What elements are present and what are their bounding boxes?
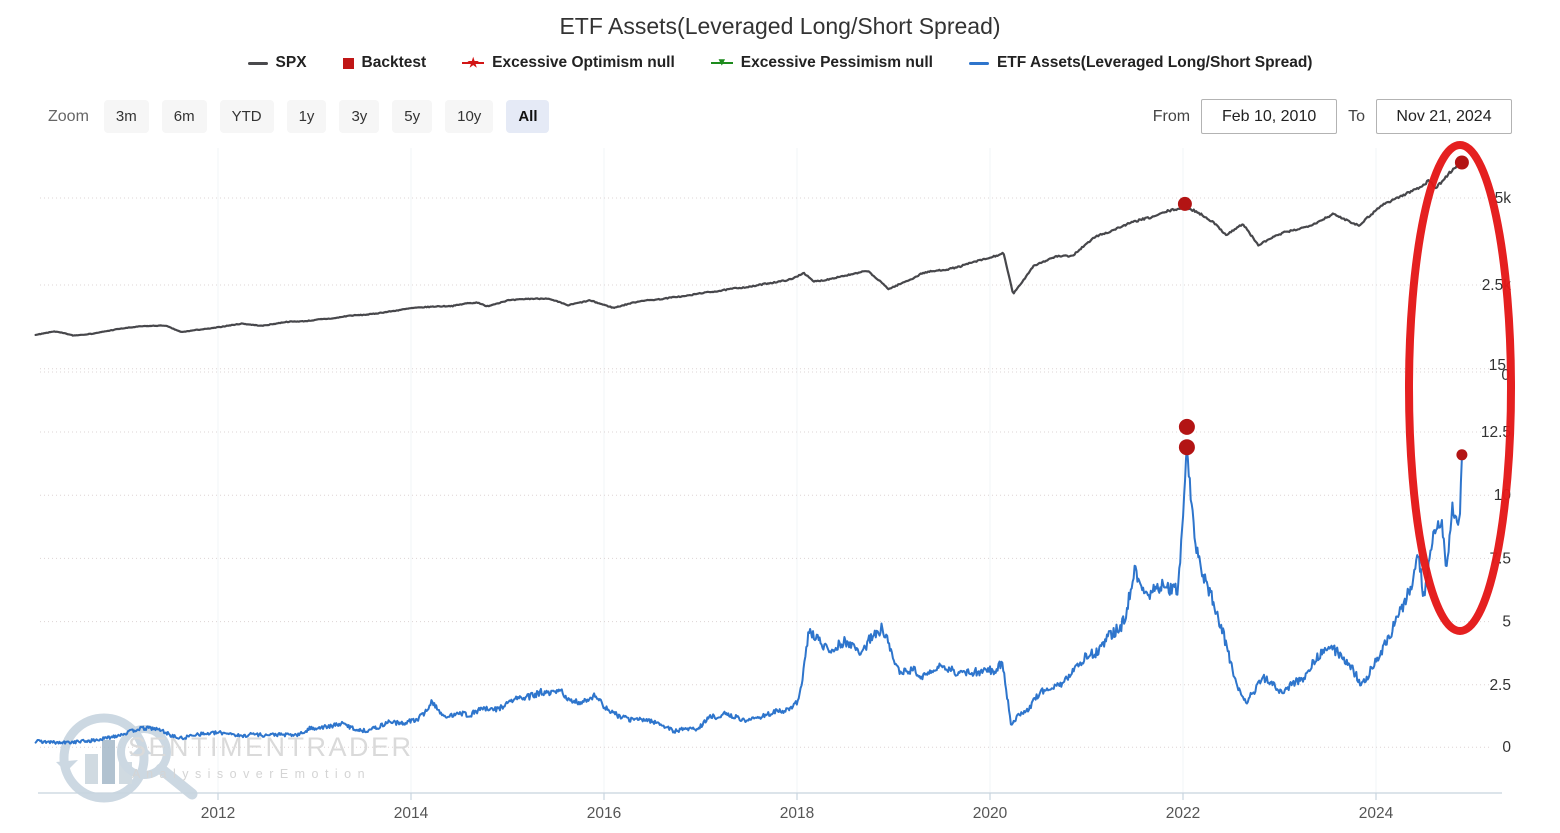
zoom-button-3y[interactable]: 3y xyxy=(339,100,380,133)
chart-title: ETF Assets(Leveraged Long/Short Spread) xyxy=(559,13,1001,39)
legend: SPX Backtest ★ Excessive Optimism null ▼ Exce… xyxy=(0,54,1560,72)
legend-item-label: SPX xyxy=(275,54,307,71)
watermark-subtitle: A n a l y s i s o v e r E m o t i o n xyxy=(132,767,366,781)
x-axis-tick-label: 2024 xyxy=(1359,805,1394,822)
line-icon xyxy=(968,61,989,65)
red-circle-annotation xyxy=(1405,141,1515,635)
x-axis-tick-label: 2014 xyxy=(394,805,429,822)
zoom-button-1y[interactable]: 1y xyxy=(286,100,327,133)
zoom-button-all[interactable]: All xyxy=(506,100,550,133)
backtest-signal-dot xyxy=(1177,196,1192,211)
x-axis-tick-label: 2020 xyxy=(973,805,1008,822)
y-axis-tick-label: 15 xyxy=(1489,357,1506,374)
x-axis-tick-label: 2018 xyxy=(780,805,814,822)
zoom-button-ytd[interactable]: YTD xyxy=(219,100,274,133)
legend-item-etf-assets-leveraged-long-short-spread[interactable]: ETF Assets(Leveraged Long/Short Spread) xyxy=(968,54,1313,72)
zoom-button-6m[interactable]: 6m xyxy=(161,100,207,133)
zoom-button-10y[interactable]: 10y xyxy=(445,100,494,133)
toolbar: Zoom 3m 6m YTD 1y 3y 5y 10y All From To xyxy=(48,99,1512,134)
backtest-signal-dot xyxy=(1178,418,1195,435)
legend-item-excessive-pessimism-null[interactable]: ▼ Excessive Pessimism null xyxy=(710,54,933,72)
y-axis-tick-label: 5k xyxy=(1495,190,1512,207)
legend-item-label: Excessive Pessimism null xyxy=(740,54,933,71)
triangle-down-icon: ▼ xyxy=(710,55,733,71)
x-axis-tick-label: 2016 xyxy=(587,805,621,822)
zoom-button-5y[interactable]: 5y xyxy=(392,100,433,133)
backtest-signal-dot xyxy=(1454,155,1469,170)
y-axis-tick-label: 12.5 xyxy=(1481,424,1511,441)
date-range-group: From To xyxy=(1153,99,1512,134)
to-date-input[interactable] xyxy=(1376,99,1512,134)
zoom-label: Zoom xyxy=(48,107,89,125)
backtest-signal-dot xyxy=(1456,449,1468,461)
legend-item-label: Excessive Optimism null xyxy=(492,54,675,71)
x-axis-tick-label: 2022 xyxy=(1166,805,1200,822)
from-date-input[interactable] xyxy=(1201,99,1338,134)
star-up-icon: ★ xyxy=(462,55,485,71)
x-axis-tick-label: 2012 xyxy=(201,805,235,822)
legend-item-excessive-optimism-null[interactable]: ★ Excessive Optimism null xyxy=(462,54,675,72)
from-label: From xyxy=(1152,107,1191,125)
y-axis-tick-label: 0 xyxy=(1501,367,1510,384)
legend-item-label: Backtest xyxy=(361,54,427,71)
backtest-signal-dot xyxy=(1178,439,1195,456)
legend-item-label: ETF Assets(Leveraged Long/Short Spread) xyxy=(996,54,1313,71)
zoom-buttons: 3m 6m YTD 1y 3y 5y 10y All xyxy=(103,100,550,133)
to-label: To xyxy=(1348,107,1365,125)
line-icon xyxy=(247,61,268,65)
legend-item-spx[interactable]: SPX xyxy=(247,54,307,72)
etf-assets-series-line xyxy=(34,447,1463,745)
legend-item-backtest[interactable]: Backtest xyxy=(342,54,427,72)
spx-series-line xyxy=(34,161,1463,337)
y-axis-tick-label: 2.5 xyxy=(1489,677,1511,694)
y-axis-tick-label: 0 xyxy=(1502,739,1511,756)
square-icon xyxy=(342,57,354,69)
zoom-button-3m[interactable]: 3m xyxy=(103,100,149,133)
zoom-button-group: Zoom 3m 6m YTD 1y 3y 5y 10y All xyxy=(48,100,550,133)
y-axis-tick-label: 5 xyxy=(1502,614,1511,631)
